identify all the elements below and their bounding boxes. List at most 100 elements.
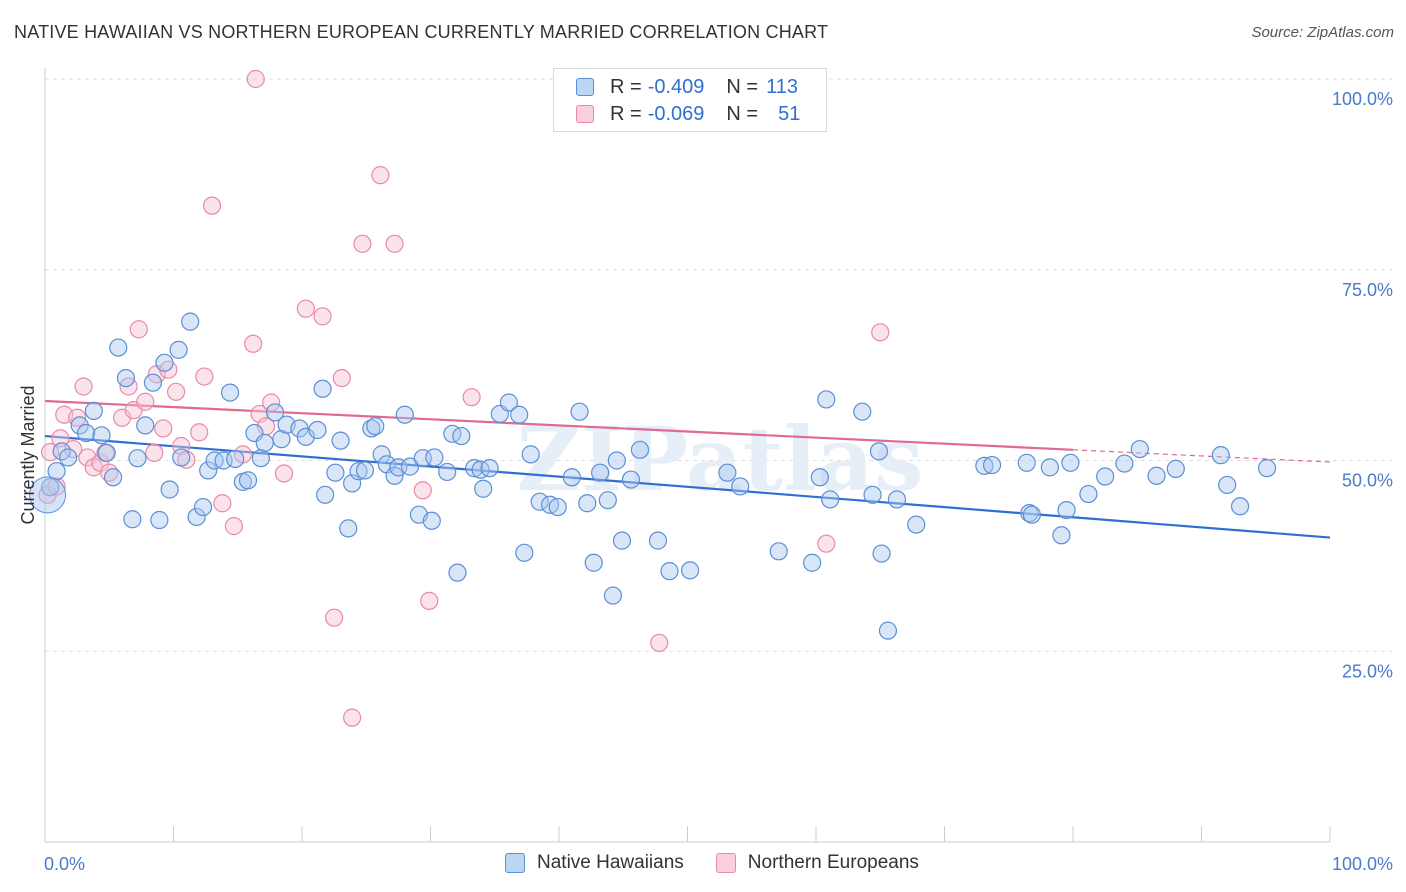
data-point [869, 442, 889, 461]
data-point [59, 448, 78, 467]
data-point [562, 468, 581, 487]
data-point [438, 462, 457, 482]
data-point [116, 368, 136, 388]
data-point [803, 553, 822, 572]
data-point [584, 553, 603, 572]
data-point [521, 445, 540, 464]
data-point [887, 490, 907, 509]
data-point [1040, 458, 1059, 477]
data-point [366, 417, 385, 436]
data-point [136, 392, 155, 411]
data-point [296, 299, 315, 318]
data-point [530, 492, 549, 511]
x-tick-label: 100.0% [1332, 854, 1393, 874]
r-value: -0.069 [647, 102, 705, 125]
data-point [1166, 459, 1185, 478]
n-value: 113 [766, 75, 798, 98]
data-point [155, 353, 174, 372]
data-point [718, 463, 737, 482]
data-point [325, 608, 344, 627]
legend-label: Native Hawaiians [537, 852, 684, 873]
r-value: -0.409 [647, 75, 705, 98]
data-point [1147, 466, 1166, 485]
data-point [810, 468, 829, 487]
data-point [462, 388, 481, 407]
data-point [181, 312, 200, 331]
data-point [74, 377, 93, 396]
data-point [109, 338, 128, 357]
data-point [104, 468, 123, 487]
data-point [480, 459, 499, 478]
x-tick-label: 0.0% [44, 854, 85, 874]
data-point [1115, 454, 1134, 473]
n-value: 51 [778, 102, 801, 125]
data-point [975, 456, 994, 475]
data-point [296, 427, 315, 446]
data-point [448, 563, 467, 582]
data-point [154, 419, 173, 438]
data-point [353, 234, 372, 253]
data-point [465, 459, 484, 478]
data-point [150, 510, 169, 530]
series-native-hawaiians [29, 312, 1277, 640]
data-point [548, 497, 567, 517]
legend-swatch-pink [576, 105, 594, 123]
data-point [1257, 459, 1277, 478]
data-point [316, 485, 335, 504]
data-point [97, 443, 116, 462]
data-point [308, 420, 327, 440]
data-point [326, 463, 345, 482]
data-point [246, 69, 265, 89]
data-point [238, 471, 258, 490]
data-point [471, 460, 490, 479]
legend-item-native-hawaiians: Native Hawaiians [505, 852, 684, 874]
trend-line-northern-europeans [44, 399, 1074, 451]
data-point [603, 586, 623, 605]
data-point [172, 448, 191, 467]
data-point [202, 196, 222, 215]
data-point [143, 373, 163, 392]
data-point [878, 621, 898, 640]
data-point [1130, 439, 1149, 459]
series-legend: Native Hawaiians Northern Europeans [505, 852, 951, 874]
series-northern-europeans [38, 69, 890, 727]
data-point [385, 234, 404, 253]
data-point [265, 403, 285, 422]
data-point [907, 515, 926, 534]
n-label: N = [726, 102, 759, 125]
data-point [413, 481, 432, 500]
data-point [515, 543, 534, 562]
data-point [982, 455, 1002, 475]
trend-lines [44, 399, 1331, 539]
y-tick-label: 25.0% [1342, 661, 1393, 681]
data-point [420, 591, 439, 610]
data-point [1052, 526, 1071, 545]
data-point [331, 431, 350, 450]
data-point [313, 307, 332, 326]
legend-swatch-blue [576, 78, 594, 96]
chart-title: NATIVE HAWAIIAN VS NORTHERN EUROPEAN CUR… [14, 22, 829, 42]
y-tick-label: 100.0% [1332, 89, 1393, 109]
data-point [70, 416, 89, 435]
legend-swatch-blue [505, 853, 525, 873]
data-point [578, 494, 597, 513]
data-point [621, 470, 641, 489]
y-axis-label: Currently Married [18, 385, 38, 524]
data-point [1057, 500, 1076, 520]
legend-item-northern-europeans: Northern Europeans [715, 852, 919, 874]
data-point [1079, 484, 1098, 504]
axes [44, 68, 1331, 843]
n-label: N = [726, 75, 759, 98]
legend-row-native-hawaiians: R = -0.409 N = 113 [576, 74, 798, 100]
legend-label: Northern Europeans [747, 852, 919, 873]
data-point [648, 531, 668, 550]
data-point [872, 544, 891, 563]
grid-lines [45, 78, 1392, 652]
data-point [731, 477, 750, 496]
data-point [680, 561, 700, 580]
data-point [371, 166, 390, 185]
data-point [821, 490, 840, 509]
data-point [499, 393, 518, 412]
data-point [598, 491, 617, 510]
